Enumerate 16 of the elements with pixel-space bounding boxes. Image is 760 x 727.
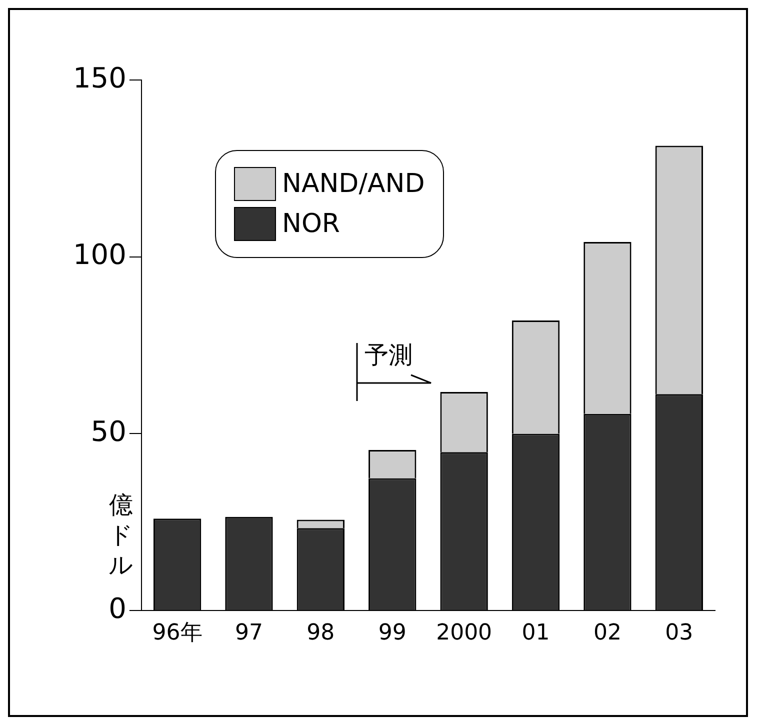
y-tick-label: 150 (72, 61, 126, 94)
x-tick-label: 01 (522, 620, 550, 646)
y-tick-label: 50 (90, 415, 126, 448)
y-tick-label: 0 (108, 592, 126, 625)
legend-label: NAND/AND (282, 169, 425, 199)
x-tick-label: 98 (306, 620, 335, 646)
x-tick-label: 02 (593, 620, 622, 646)
annotation: 予測 (364, 340, 413, 372)
x-tick-label: 97 (234, 620, 263, 646)
x-tick-label: 96年 (152, 620, 202, 646)
x-tick-label: 99 (378, 620, 406, 646)
legend-label: NOR (282, 209, 340, 239)
x-tick-label: 2000 (436, 620, 492, 646)
y-axis-title: 億ドル (108, 490, 134, 580)
x-tick-label: 03 (665, 620, 694, 646)
y-tick-label: 100 (72, 238, 126, 272)
